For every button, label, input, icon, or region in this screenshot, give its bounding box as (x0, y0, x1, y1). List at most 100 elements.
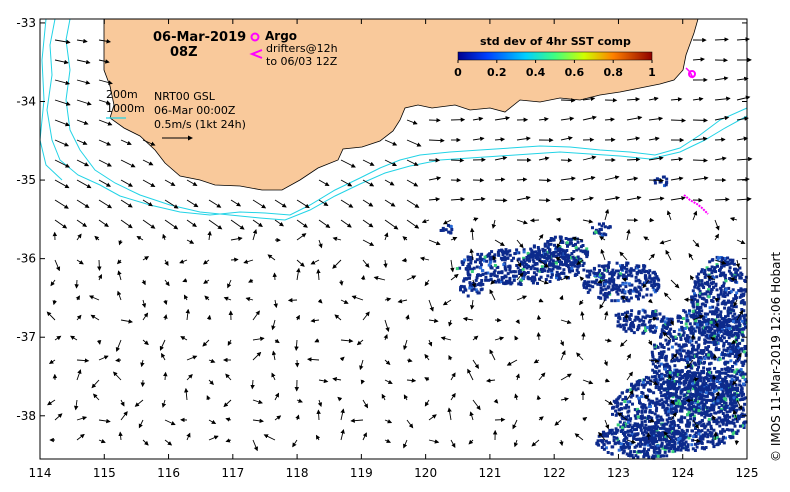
sst-pixel (637, 285, 641, 289)
sst-pixel (740, 333, 744, 337)
current-vector (626, 157, 641, 162)
sst-pixel (726, 261, 730, 264)
sst-pixel (624, 285, 628, 289)
current-vector (202, 339, 210, 347)
sst-pixel (622, 273, 626, 277)
current-vector (384, 359, 391, 366)
sst-pixel (711, 320, 715, 324)
sst-pixel (672, 419, 676, 423)
current-vector (665, 249, 672, 261)
colorbar-tick-label: 0.6 (565, 66, 585, 79)
sst-pixel (531, 258, 535, 262)
current-vector (604, 419, 610, 430)
sst-pixel (714, 318, 718, 322)
sst-pixel (724, 332, 728, 336)
sst-pixel (733, 370, 737, 374)
sst-pixel (637, 326, 641, 330)
sst-pixel (697, 284, 701, 288)
sst-pixel (709, 350, 713, 354)
sst-pixel (715, 388, 718, 392)
sst-pixel (701, 296, 705, 300)
sst-pixel (559, 251, 563, 255)
sst-pixel (503, 255, 507, 259)
sst-pixel (647, 455, 651, 459)
sst-pixel (623, 438, 627, 441)
sst-pixel (644, 277, 648, 281)
sst-pixel (667, 318, 671, 321)
sst-pixel (678, 346, 682, 350)
sst-pixel (478, 255, 482, 259)
sst-pixel (642, 385, 646, 389)
sst-pixel (447, 230, 451, 234)
sst-pixel (706, 329, 710, 333)
sst-pixel (639, 288, 643, 292)
sst-pixel (475, 265, 479, 269)
sst-pixel (638, 280, 642, 284)
sst-pixel (720, 334, 724, 338)
sst-pixel (691, 412, 695, 416)
sst-pixel (698, 356, 702, 359)
current-vector (489, 349, 496, 361)
sst-pixel (441, 226, 445, 230)
sst-pixel (636, 315, 640, 319)
sst-pixel (617, 408, 621, 412)
sst-pixel (566, 257, 570, 260)
current-vector (252, 336, 265, 342)
sst-pixel (563, 252, 567, 255)
sst-pixel (744, 313, 747, 317)
sst-pixel (603, 291, 607, 295)
sst-pixel (703, 426, 707, 430)
sst-pixel (627, 298, 631, 302)
current-vector (120, 179, 133, 187)
sst-pixel (725, 413, 729, 417)
sst-pixel (701, 446, 705, 450)
current-vector (161, 352, 166, 361)
sst-pixel (604, 233, 608, 237)
current-vector (692, 377, 699, 382)
sst-pixel (691, 289, 695, 293)
sst-pixel (687, 403, 691, 407)
sst-pixel (571, 255, 575, 259)
sst-pixel (705, 353, 708, 357)
sst-pixel (656, 282, 660, 286)
sst-pixel (729, 349, 733, 353)
sst-pixel (693, 285, 697, 289)
sst-pixel (667, 347, 671, 351)
sst-pixel (691, 344, 695, 348)
sst-pixel (677, 418, 681, 422)
sst-pixel (628, 434, 632, 438)
current-vector (140, 359, 145, 368)
sst-pixel (597, 443, 601, 447)
current-vector (692, 210, 698, 221)
sst-pixel (622, 326, 626, 330)
current-vector (440, 336, 452, 341)
current-vector (626, 176, 639, 181)
sst-pixel (701, 404, 705, 408)
sst-pixel (731, 346, 735, 349)
current-vector (274, 199, 287, 208)
sst-pixel (497, 249, 501, 253)
sst-pixel (721, 392, 725, 396)
sst-pixel (627, 414, 630, 418)
sst-pixel (664, 357, 668, 361)
sst-pixel (608, 277, 612, 281)
sst-pixel (697, 272, 701, 276)
sst-pixel (491, 272, 495, 276)
sst-pixel (710, 403, 714, 407)
sst-pixel (670, 422, 674, 426)
sst-pixel (735, 352, 739, 356)
sst-pixel (738, 275, 742, 279)
sst-pixel (656, 444, 660, 448)
sst-pixel (659, 431, 663, 435)
sst-pixel (602, 284, 606, 288)
current-vector (402, 236, 408, 241)
sst-pixel (730, 374, 734, 378)
current-vector (202, 259, 210, 265)
sst-pixel (709, 434, 713, 438)
sst-pixel (602, 447, 606, 451)
sst-pixel (622, 449, 626, 453)
current-vector (571, 236, 584, 241)
sst-pixel (704, 446, 708, 449)
sst-pixel (643, 429, 647, 433)
sst-pixel (735, 291, 739, 295)
